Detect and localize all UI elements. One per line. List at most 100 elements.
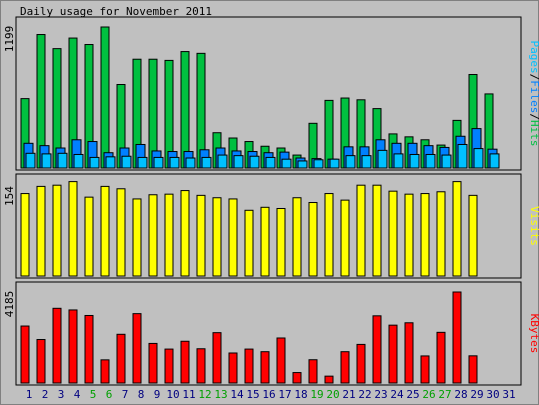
bar-visits-day-7 (116, 188, 126, 277)
bar-kbytes-day-19 (308, 359, 318, 384)
bar-kbytes-day-25 (404, 322, 414, 384)
bar-visits-day-26 (420, 193, 430, 277)
bar-kbytes-day-12 (196, 348, 206, 384)
panel-kbytes-legend: KBytes (528, 314, 539, 354)
bar-visits-day-17 (276, 207, 286, 277)
x-tick-label-day-11: 11 (182, 388, 195, 401)
legend-entry: Visits (528, 206, 539, 246)
bar-pages-day-5 (89, 156, 100, 169)
bar-pages-day-1 (25, 152, 36, 169)
panel-visits-legend: Visits (528, 206, 539, 246)
bar-visits-day-4 (68, 181, 78, 277)
x-tick-label-day-26: 26 (422, 388, 435, 401)
bar-kbytes-day-14 (228, 352, 238, 384)
bar-pages-day-29 (473, 148, 484, 169)
bar-kbytes-day-15 (244, 348, 254, 384)
x-tick-label-day-25: 25 (406, 388, 419, 401)
bar-pages-day-17 (281, 158, 292, 169)
bar-visits-day-1 (20, 193, 30, 277)
panel-hits-files-pages-legend: Pages/Files/Hits (528, 41, 539, 147)
bar-visits-day-20 (324, 193, 334, 277)
bar-pages-day-18 (297, 160, 308, 169)
bar-visits-day-16 (260, 206, 270, 277)
bar-pages-day-26 (425, 153, 436, 169)
bar-kbytes-day-26 (420, 355, 430, 384)
bar-kbytes-day-21 (340, 351, 350, 384)
x-tick-label-day-14: 14 (230, 388, 244, 401)
legend-entry: Pages (528, 41, 539, 74)
bar-kbytes-day-6 (100, 359, 110, 384)
bar-pages-day-12 (201, 156, 212, 169)
bar-pages-day-22 (361, 155, 372, 169)
x-tick-label-day-28: 28 (454, 388, 467, 401)
x-tick-label-day-3: 3 (58, 388, 65, 401)
x-tick-label-day-18: 18 (294, 388, 307, 401)
bar-kbytes-day-18 (292, 372, 302, 384)
panel-visits-ymax-label: 154 (3, 186, 16, 206)
x-tick-label-day-19: 19 (310, 388, 323, 401)
panel-kbytes-border (15, 281, 522, 386)
x-tick-label-day-8: 8 (138, 388, 145, 401)
legend-entry: Files (528, 80, 539, 113)
bar-kbytes-day-28 (452, 291, 462, 384)
bar-visits-day-8 (132, 198, 142, 277)
bar-pages-day-10 (169, 156, 180, 169)
bar-pages-day-30 (489, 153, 500, 169)
x-tick-label-day-10: 10 (166, 388, 179, 401)
bar-visits-day-22 (356, 184, 366, 277)
bar-pages-day-27 (441, 154, 452, 169)
bar-visits-day-28 (452, 181, 462, 277)
bar-pages-day-6 (105, 156, 116, 169)
bar-visits-day-25 (404, 193, 414, 277)
panel-hits-files-pages-border (15, 16, 522, 171)
bar-visits-day-5 (84, 196, 94, 277)
bar-visits-day-18 (292, 197, 302, 277)
bar-kbytes-day-27 (436, 331, 446, 384)
bar-hits-day-11 (180, 51, 190, 169)
bar-visits-day-27 (436, 191, 446, 277)
x-tick-label-day-29: 29 (470, 388, 483, 401)
bar-kbytes-day-16 (260, 351, 270, 384)
bar-kbytes-day-9 (148, 342, 158, 384)
x-tick-label-day-21: 21 (342, 388, 355, 401)
chart-title: Daily usage for November 2011 (20, 5, 213, 18)
bar-pages-day-28 (457, 143, 468, 169)
bar-kbytes-day-13 (212, 332, 222, 384)
bar-pages-day-21 (345, 155, 356, 169)
bar-pages-day-2 (41, 153, 52, 169)
bar-kbytes-day-8 (132, 313, 142, 384)
bar-visits-day-11 (180, 190, 190, 277)
bar-kbytes-day-3 (52, 307, 62, 384)
bar-kbytes-day-11 (180, 340, 190, 384)
bar-kbytes-day-17 (276, 337, 286, 384)
x-tick-label-day-16: 16 (262, 388, 275, 401)
x-tick-label-day-12: 12 (198, 388, 211, 401)
bar-visits-day-21 (340, 199, 350, 277)
bar-pages-day-4 (73, 153, 84, 169)
x-tick-label-day-22: 22 (358, 388, 371, 401)
bar-pages-day-13 (217, 154, 228, 169)
bar-visits-day-3 (52, 184, 62, 277)
bar-visits-day-13 (212, 197, 222, 277)
bar-visits-day-12 (196, 194, 206, 277)
bar-kbytes-day-7 (116, 333, 126, 384)
bar-kbytes-day-23 (372, 315, 382, 384)
bar-kbytes-day-24 (388, 324, 398, 384)
x-tick-label-day-1: 1 (26, 388, 33, 401)
x-tick-label-day-5: 5 (90, 388, 97, 401)
panel-visits-border (15, 173, 522, 279)
bar-kbytes-day-29 (468, 355, 478, 384)
bar-pages-day-15 (249, 155, 260, 169)
bar-visits-day-10 (164, 193, 174, 277)
bar-pages-day-16 (265, 156, 276, 169)
bar-visits-day-2 (36, 185, 46, 277)
bar-kbytes-day-5 (84, 314, 94, 384)
x-tick-label-day-9: 9 (154, 388, 161, 401)
x-tick-label-day-17: 17 (278, 388, 291, 401)
bar-visits-day-24 (388, 190, 398, 277)
bar-pages-day-25 (409, 153, 420, 169)
bar-pages-day-7 (121, 155, 132, 169)
bar-pages-day-14 (233, 155, 244, 169)
bar-kbytes-day-1 (20, 325, 30, 384)
bar-visits-day-15 (244, 209, 254, 277)
